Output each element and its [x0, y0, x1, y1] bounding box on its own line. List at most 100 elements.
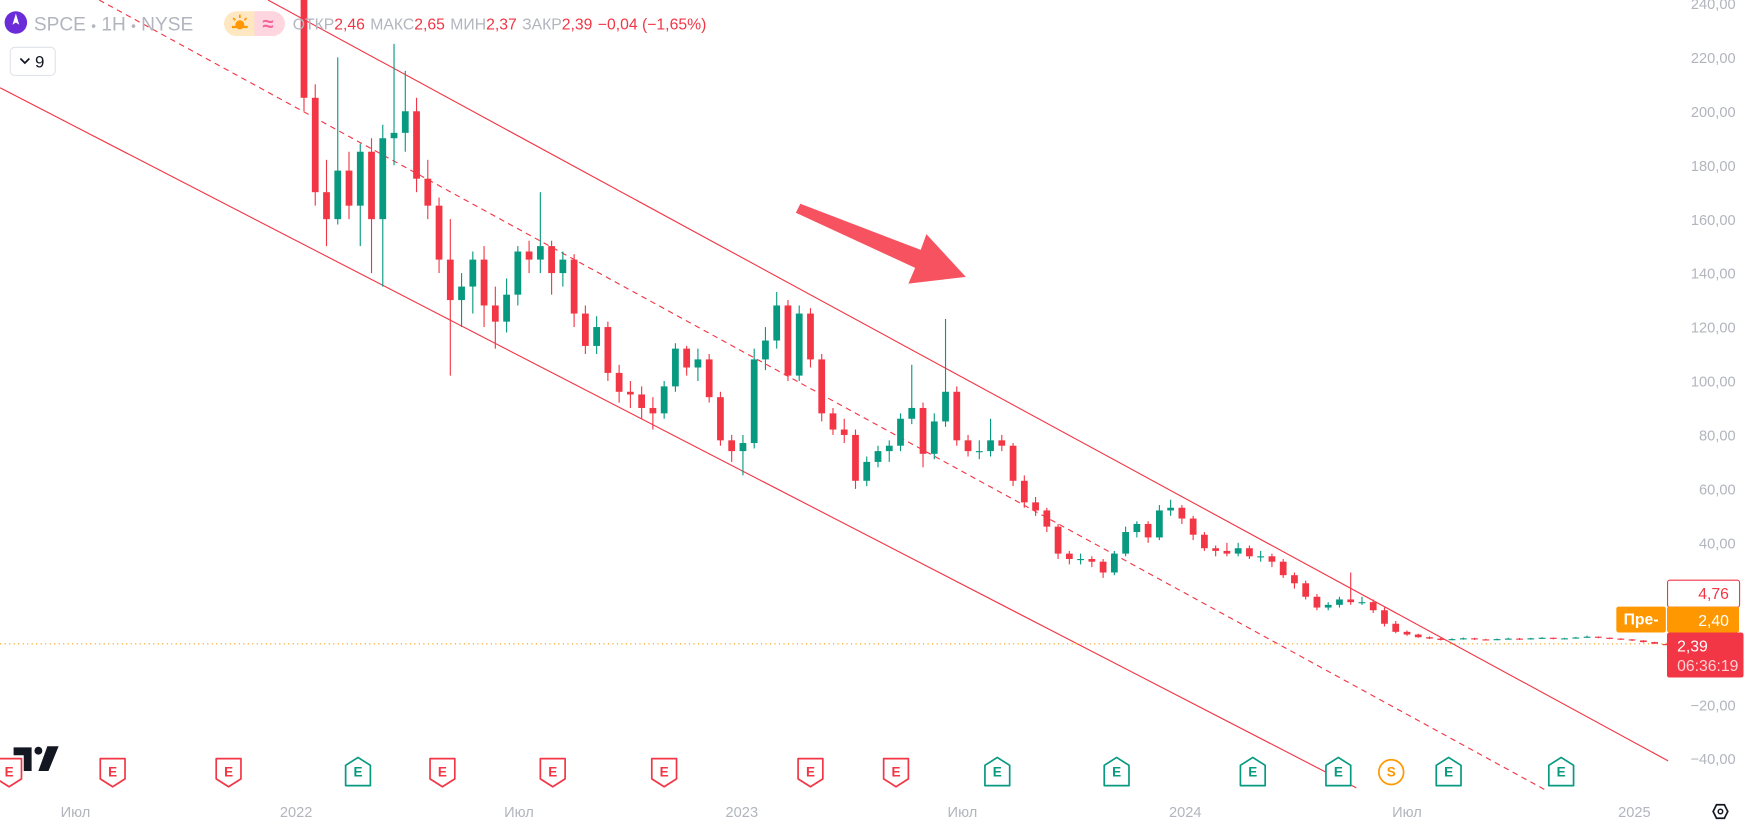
candle-body: [897, 418, 904, 446]
event-letter: E: [438, 765, 447, 780]
time-axis[interactable]: Июл 2022 Июл 2023 Июл 2024 Июл 2025: [61, 805, 1651, 821]
candle-body: [717, 397, 724, 441]
candle-body: [311, 97, 319, 193]
event-letter: E: [224, 765, 233, 780]
earnings-event-marker[interactable]: E: [429, 757, 456, 788]
close-value: 2,39: [562, 16, 593, 33]
event-letter: E: [892, 765, 901, 780]
time-tick-label: Июл: [504, 805, 534, 821]
candle-body: [1459, 638, 1467, 640]
candle: [840, 418, 848, 444]
candle-body: [1167, 507, 1175, 511]
symbol-header[interactable]: SPCE • 1H • NYSE ≈ ОТКР2,46 МАКС2,65 МИН…: [4, 11, 707, 37]
candle: [942, 318, 949, 427]
earnings-event-marker[interactable]: E: [984, 756, 1011, 787]
earnings-event-marker[interactable]: E: [344, 756, 372, 787]
trend-channel[interactable]: [0, 0, 1669, 792]
open-value: 2,46: [334, 16, 365, 33]
candle-body: [1369, 602, 1377, 611]
premarket-label: Пре-: [1624, 612, 1659, 629]
candle-body: [1234, 548, 1242, 554]
candle-body: [424, 178, 432, 206]
candle: [368, 138, 375, 274]
indicators-toggle-button[interactable]: 9: [9, 46, 56, 76]
candle: [1032, 496, 1039, 516]
earnings-event-marker[interactable]: E: [0, 757, 23, 788]
price-axis[interactable]: 240,00 220,00 200,00 180,00 160,00 140,00 120,…: [1690, 0, 1735, 768]
candle: [300, 0, 308, 112]
earnings-event-marker[interactable]: E: [1547, 756, 1575, 787]
candle: [345, 151, 353, 220]
candle: [1291, 572, 1298, 589]
candle-body: [446, 259, 454, 301]
candle: [1144, 521, 1152, 543]
candle: [593, 316, 600, 355]
down-arrow-drawing[interactable]: [795, 203, 966, 284]
candle: [717, 391, 724, 446]
event-letter: E: [660, 765, 669, 780]
candle-body: [1628, 639, 1636, 641]
earnings-event-marker[interactable]: E: [539, 757, 566, 788]
chart-settings-button[interactable]: [1712, 803, 1729, 820]
earnings-event-marker[interactable]: E: [1325, 756, 1352, 787]
candle-body: [469, 259, 477, 287]
candle-body: [570, 259, 578, 314]
candle-body: [1088, 559, 1096, 562]
candle: [311, 84, 319, 206]
candle-body: [829, 413, 837, 430]
candle-body: [975, 451, 983, 453]
candle-body: [356, 151, 364, 206]
candle-body: [480, 259, 488, 306]
svg-text:ОТКР2,46 МАКС2,65: ОТКР2,46 МАКС2,65 МИН2,37 ЗАКР2,39 −0,04…: [293, 13, 707, 34]
candle-body: [1482, 639, 1490, 641]
candle: [1246, 545, 1253, 560]
candle: [1257, 550, 1265, 562]
candle-body: [1313, 596, 1321, 608]
candle-body: [1538, 637, 1546, 639]
candle-body: [604, 327, 612, 373]
candle: [525, 240, 533, 274]
price-tick-label: −40,00: [1690, 752, 1735, 768]
channel-lower-line[interactable]: [0, 87, 1357, 789]
low-label: МИН: [450, 16, 486, 33]
earnings-event-marker[interactable]: E: [882, 757, 910, 788]
candle-body: [1493, 639, 1501, 641]
candle: [885, 440, 893, 462]
candle: [1223, 542, 1231, 557]
earnings-event-marker[interactable]: E: [650, 757, 678, 788]
candle-body: [1572, 637, 1580, 639]
earnings-event-marker[interactable]: E: [99, 757, 126, 788]
candle-body: [1201, 534, 1208, 549]
candle: [1065, 550, 1073, 565]
candle-body: [1504, 638, 1512, 640]
candle: [1313, 594, 1321, 611]
candle: [1392, 621, 1400, 634]
candle: [987, 418, 994, 457]
earnings-event-marker[interactable]: E: [797, 757, 824, 788]
candle: [638, 386, 646, 419]
earnings-event-marker[interactable]: E: [1103, 756, 1130, 787]
channel-upper-line[interactable]: [267, 0, 1669, 762]
earnings-event-marker[interactable]: E: [1435, 756, 1462, 787]
candle-body: [964, 440, 972, 452]
price-tick-label: 60,00: [1699, 483, 1736, 499]
earnings-event-marker[interactable]: E: [215, 757, 242, 788]
earnings-event-marker[interactable]: E: [1239, 756, 1267, 787]
candle-body: [503, 294, 510, 322]
candle: [559, 251, 567, 287]
candle-body: [874, 451, 882, 462]
candle: [1110, 550, 1118, 576]
candle: [1020, 475, 1028, 508]
event-letter: E: [806, 765, 815, 780]
candle-body: [852, 434, 859, 481]
candle-body: [908, 407, 916, 419]
candle-body: [593, 327, 600, 346]
candle-body: [1324, 604, 1332, 608]
candle-body: [1662, 644, 1670, 646]
tradingview-logo[interactable]: [13, 746, 59, 771]
candle: [1369, 599, 1377, 613]
time-tick-label: 2024: [1169, 805, 1202, 821]
split-event-marker[interactable]: S: [1378, 758, 1405, 786]
candle: [390, 43, 398, 166]
